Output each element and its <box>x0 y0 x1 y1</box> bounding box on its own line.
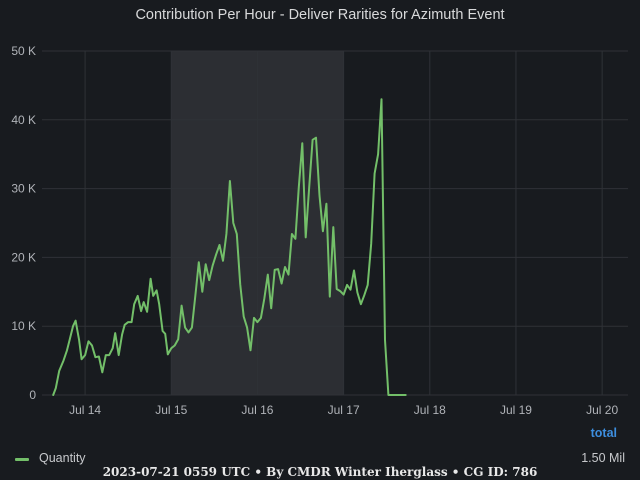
x-tick-label: Jul 16 <box>241 403 273 417</box>
x-tick-label: Jul 14 <box>69 403 101 417</box>
x-tick-label: Jul 19 <box>500 403 532 417</box>
y-tick-label: 10 K <box>11 319 36 333</box>
y-axis: 0 10 K 20 K 30 K 40 K 50 K <box>11 44 36 402</box>
series-line-quantity[interactable] <box>52 98 407 396</box>
x-tick-label: Jul 20 <box>586 403 618 417</box>
legend-item-quantity[interactable]: Quantity 1.50 Mil <box>15 451 625 467</box>
grid <box>42 50 628 396</box>
x-tick-label: Jul 15 <box>155 403 187 417</box>
legend-total-header[interactable]: total <box>590 426 617 440</box>
legend-series-total: 1.50 Mil <box>581 451 625 465</box>
x-tick-label: Jul 18 <box>414 403 446 417</box>
line-chart: 0 10 K 20 K 30 K 40 K 50 K Jul 14 Jul 15 Jul 16… <box>11 44 628 417</box>
x-axis: Jul 14 Jul 15 Jul 16 Jul 17 Jul 18 Jul 19 Jul … <box>69 403 618 417</box>
footer-caption: 2023-07-21 0559 UTC • By CMDR Winter Ihe… <box>102 465 538 479</box>
x-tick-label: Jul 17 <box>328 403 360 417</box>
legend-swatch <box>15 458 29 461</box>
y-tick-label: 30 K <box>11 182 36 196</box>
y-tick-label: 50 K <box>11 44 36 58</box>
y-tick-label: 0 <box>29 388 36 402</box>
y-tick-label: 40 K <box>11 113 36 127</box>
y-tick-label: 20 K <box>11 250 36 264</box>
legend-series-name: Quantity <box>39 451 86 465</box>
chart-title: Contribution Per Hour - Deliver Rarities… <box>135 7 505 23</box>
